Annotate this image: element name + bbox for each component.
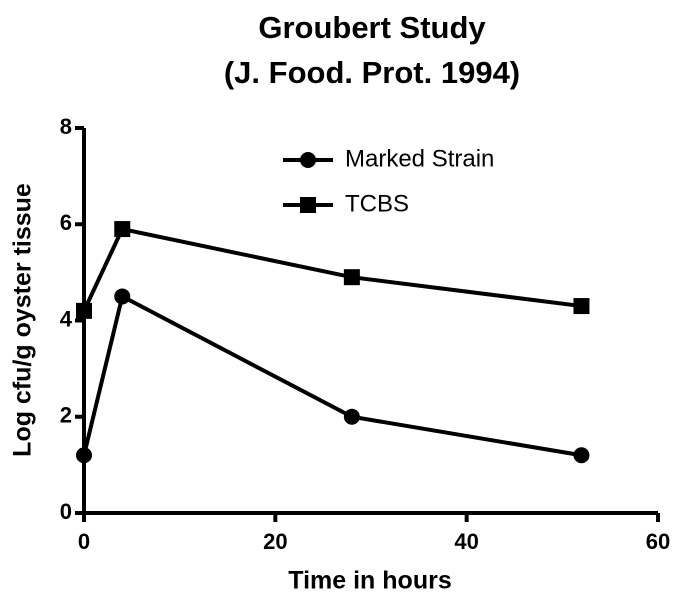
marker (76, 302, 92, 319)
x-tick-label: 60 (646, 529, 670, 554)
series-line (82, 293, 582, 458)
marker (343, 408, 360, 425)
legend-label: TCBS (345, 190, 409, 217)
y-tick-label: 2 (60, 403, 72, 428)
chart-subtitle: (J. Food. Prot. 1994) (224, 55, 520, 90)
marker (343, 269, 360, 286)
y-tick-label: 4 (60, 306, 73, 331)
series-line (82, 226, 582, 312)
y-tick-label: 0 (60, 499, 72, 524)
marker (573, 447, 590, 464)
legend-marker (300, 197, 316, 213)
x-tick-label: 20 (263, 529, 287, 554)
chart-title: Groubert Study (258, 10, 486, 45)
legend-marker (300, 152, 316, 168)
marker (573, 298, 590, 315)
y-axis-label: Log cfu/g oyster tissue (9, 183, 37, 457)
y-tick-label: 8 (60, 114, 72, 139)
marker (114, 288, 131, 305)
x-tick-label: 40 (454, 529, 478, 554)
x-tick-label: 0 (78, 529, 90, 554)
marker (114, 221, 131, 238)
x-axis-label: Time in hours (288, 567, 451, 595)
y-tick-label: 6 (60, 210, 72, 235)
legend-label: Marked Strain (345, 145, 494, 172)
marker (76, 447, 92, 464)
